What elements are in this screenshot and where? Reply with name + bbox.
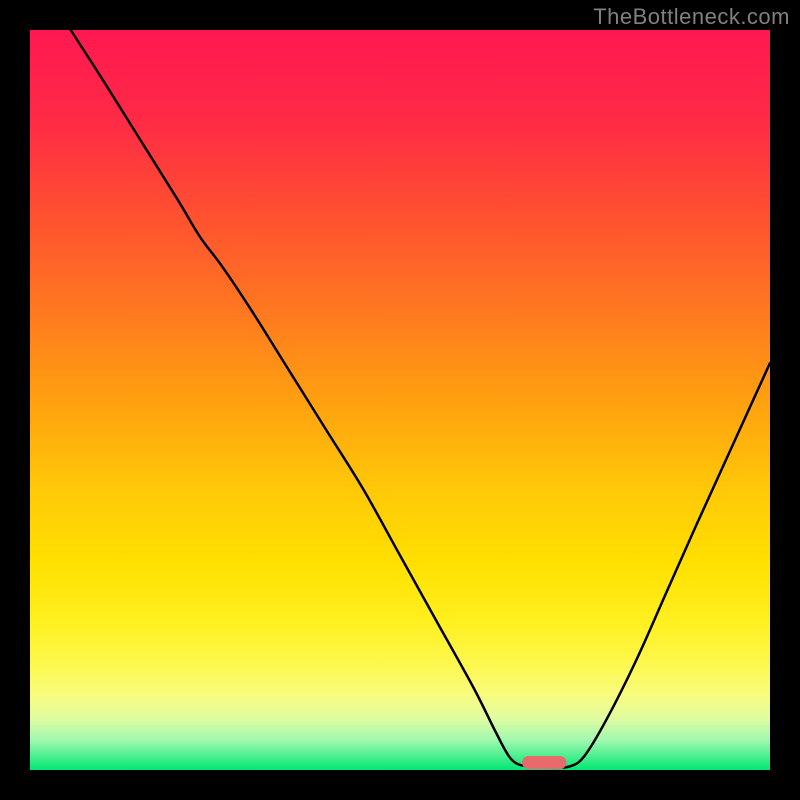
watermark-text: TheBottleneck.com — [593, 4, 790, 30]
optimal-marker — [522, 756, 566, 769]
bottleneck-chart — [0, 0, 800, 800]
chart-container: TheBottleneck.com — [0, 0, 800, 800]
